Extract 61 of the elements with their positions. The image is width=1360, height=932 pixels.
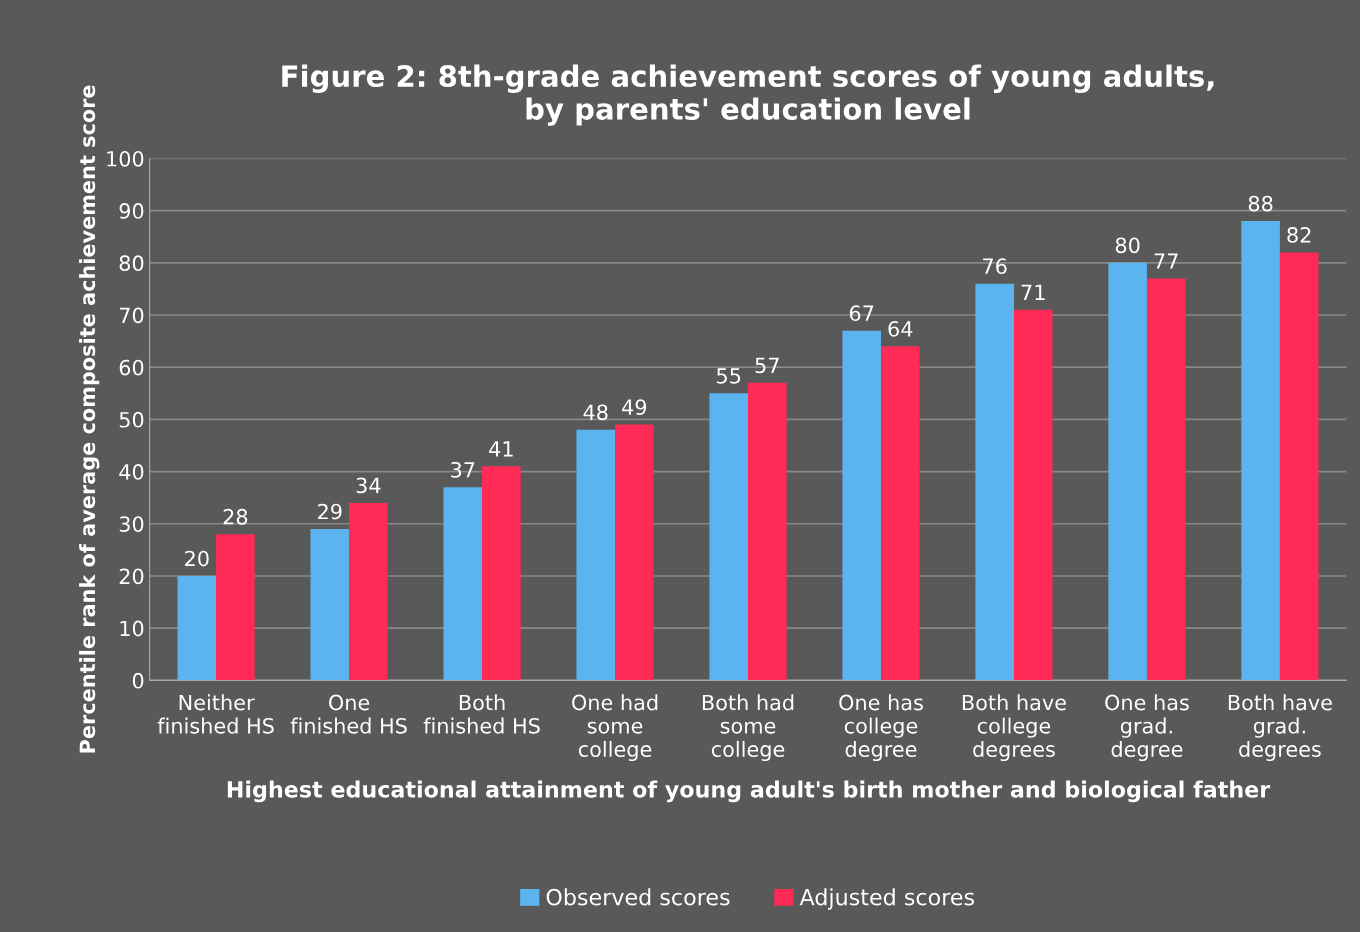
y-tick-label: 50 [119, 411, 144, 428]
data-label: 76 [983, 258, 1007, 275]
data-label: 48 [583, 404, 608, 421]
bar [482, 466, 521, 681]
data-label: 88 [1248, 195, 1273, 212]
data-label: 57 [755, 357, 779, 374]
data-label: 29 [318, 503, 342, 520]
x-tick-label: Both finished HS [423, 694, 540, 734]
bar [349, 502, 388, 681]
y-tick-label: 70 [119, 307, 144, 324]
bar [216, 534, 255, 681]
data-label: 80 [1115, 237, 1140, 254]
bar [310, 529, 350, 681]
bar [615, 424, 654, 681]
data-label: 41 [489, 441, 513, 457]
legend-label: Observed scores [546, 888, 730, 906]
bar [709, 393, 748, 681]
y-tick-label: 10 [120, 620, 144, 637]
data-label: 64 [888, 320, 913, 337]
x-axis-title: Highest educational attainment of young adult's birth mother and biological father [227, 780, 1271, 803]
x-tick-label: Both had some college [702, 694, 794, 762]
y-tick-label: 80 [119, 255, 144, 272]
bar [842, 330, 881, 681]
y-tick-label: 100 [107, 150, 144, 167]
x-tick-label: One finished HS [290, 694, 407, 734]
data-label: 49 [622, 399, 647, 416]
x-tick-label: One had some college [572, 694, 658, 762]
bar [748, 382, 787, 681]
legend-label: Adjusted scores [799, 888, 975, 910]
x-tick-label: Both have college degrees [962, 694, 1066, 762]
bar [1013, 309, 1053, 681]
data-label: 77 [1154, 253, 1178, 269]
data-label: 37 [451, 461, 475, 478]
bar [1146, 278, 1186, 681]
bar [975, 283, 1014, 681]
bar [880, 346, 920, 681]
data-label: 82 [1287, 227, 1311, 243]
data-label: 71 [1021, 284, 1045, 300]
data-label: 20 [185, 550, 209, 567]
data-label: 55 [717, 368, 741, 384]
data-label: 34 [356, 477, 381, 494]
bar [1241, 221, 1280, 681]
x-tick-label: One has college degree [839, 694, 923, 762]
x-tick-label: Both have grad. degrees [1228, 694, 1332, 762]
y-tick-label: 0 [132, 672, 144, 689]
y-tick-label: 90 [119, 203, 144, 219]
y-tick-label: 30 [119, 516, 144, 532]
data-label: 28 [223, 508, 248, 525]
bar [576, 429, 616, 681]
y-tick-label: 20 [119, 568, 144, 585]
y-axis-title: Percentile rank of average composite achievement score [79, 85, 100, 753]
x-tick-label: Neither finished HS [157, 694, 274, 734]
bar [177, 575, 217, 681]
data-label: 67 [849, 305, 874, 322]
x-tick-label: One has grad. degree [1105, 694, 1189, 762]
bar [1279, 252, 1319, 681]
y-tick-label: 60 [119, 359, 144, 376]
bar [1108, 262, 1147, 681]
bar [443, 487, 483, 681]
y-tick-label: 40 [119, 464, 144, 480]
chart-title: Figure 2: 8th-grade achievement scores of young adults, by parents' education level [282, 64, 1214, 126]
